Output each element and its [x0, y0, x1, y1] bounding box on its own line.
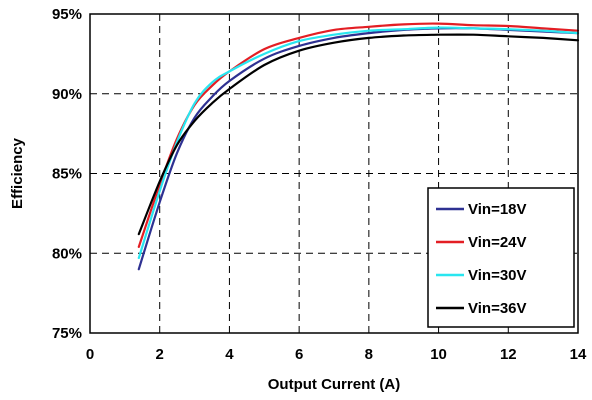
x-axis-title: Output Current (A)	[268, 376, 400, 393]
x-tick-label: 2	[156, 346, 164, 363]
legend-label: Vin=30V	[468, 267, 527, 284]
legend-label: Vin=36V	[468, 300, 527, 317]
y-axis-title: Efficiency	[9, 137, 26, 209]
x-tick-label: 0	[86, 346, 94, 363]
legend: Vin=18V Vin=24V Vin=30V Vin=36V	[427, 187, 575, 328]
legend-label: Vin=24V	[468, 234, 527, 251]
x-tick-label: 8	[365, 346, 373, 363]
series-line-vin-30v	[137, 26, 580, 260]
y-tick-label: 90%	[52, 86, 82, 103]
x-tick-label: 12	[500, 346, 517, 363]
grid	[90, 14, 578, 333]
series-line-vin-36v	[137, 33, 580, 236]
y-tick-label: 80%	[52, 245, 82, 262]
series-lines	[137, 22, 580, 271]
y-tick-label: 85%	[52, 166, 82, 183]
x-tick-label: 14	[570, 346, 587, 363]
x-tick-labels: 0 2 4 6 8 10 12 14	[86, 346, 587, 363]
legend-box	[427, 187, 575, 328]
x-tick-label: 6	[295, 346, 303, 363]
x-tick-label: 4	[225, 346, 234, 363]
plot-frame	[89, 13, 579, 334]
y-tick-labels: 75% 80% 85% 90% 95%	[52, 6, 82, 342]
y-tick-label: 95%	[52, 6, 82, 23]
x-tick-label: 10	[430, 346, 447, 363]
y-tick-label: 75%	[52, 325, 82, 342]
legend-label: Vin=18V	[468, 201, 527, 218]
